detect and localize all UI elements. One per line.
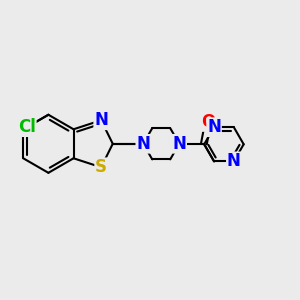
Text: Cl: Cl — [18, 118, 36, 136]
Text: N: N — [94, 111, 108, 129]
Text: N: N — [227, 152, 241, 170]
Text: N: N — [207, 118, 221, 136]
Text: N: N — [136, 135, 150, 153]
Text: O: O — [201, 113, 215, 131]
Text: S: S — [95, 158, 107, 176]
Text: N: N — [172, 135, 186, 153]
